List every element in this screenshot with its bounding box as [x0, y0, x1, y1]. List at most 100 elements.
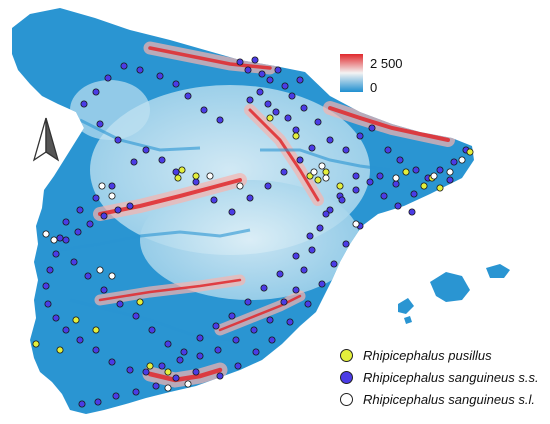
- legend-item-pusillus: Rhipicephalus pusillus: [340, 344, 539, 366]
- sanguineus-sl-point: [352, 220, 360, 228]
- sanguineus-ss-point: [148, 326, 156, 334]
- sanguineus-ss-point: [266, 316, 274, 324]
- sanguineus-sl-point: [98, 182, 106, 190]
- pusillus-point: [164, 368, 172, 376]
- sanguineus-sl-point: [430, 172, 438, 180]
- sanguineus-ss-point: [126, 202, 134, 210]
- sanguineus-ss-point: [410, 190, 418, 198]
- sanguineus-ss-point: [308, 144, 316, 152]
- sanguineus-ss-point: [172, 168, 180, 176]
- sanguineus-ss-point: [100, 286, 108, 294]
- sanguineus-ss-point: [172, 80, 180, 88]
- sanguineus-ss-point: [236, 58, 244, 66]
- sanguineus-ss-point: [326, 136, 334, 144]
- sierra-morena-ridge: [98, 278, 242, 302]
- sanguineus-ss-point: [304, 300, 312, 308]
- sanguineus-ss-point: [70, 258, 78, 266]
- sanguineus-ss-point: [42, 282, 50, 290]
- formentera: [404, 316, 412, 324]
- cantabrian-ridge: [148, 46, 272, 70]
- sanguineus-ss-point: [260, 284, 268, 292]
- sanguineus-ss-point: [281, 82, 289, 90]
- sanguineus-ss-point: [252, 348, 260, 356]
- sanguineus-ss-point: [412, 166, 420, 174]
- sanguineus-ss-point: [114, 206, 122, 214]
- sanguineus-ss-point: [104, 74, 112, 82]
- sanguineus-ss-point: [330, 260, 338, 268]
- sanguineus-ss-point: [196, 334, 204, 342]
- sanguineus-sl-point: [392, 174, 400, 182]
- pusillus-marker: [340, 348, 353, 362]
- betic-ridge: [218, 294, 302, 332]
- sanguineus-ss-point: [172, 374, 180, 382]
- sanguineus-ss-point: [108, 358, 116, 366]
- sanguineus-ss-point: [44, 300, 52, 308]
- sanguineus-sl-point: [184, 380, 192, 388]
- sanguineus-ss-point: [446, 176, 454, 184]
- sanguineus-ss-point: [306, 232, 314, 240]
- sanguineus-ss-point: [292, 286, 300, 294]
- sanguineus-ss-point: [352, 186, 360, 194]
- sanguineus-ss-point: [216, 116, 224, 124]
- sanguineus-ss-point: [212, 322, 220, 330]
- pusillus-point: [174, 174, 182, 182]
- balearic-islands: [398, 264, 510, 324]
- sanguineus-ss-point: [228, 208, 236, 216]
- sanguineus-ss-point: [62, 236, 70, 244]
- sanguineus-ss-point: [380, 192, 388, 200]
- sanguineus-ss-point: [52, 314, 60, 322]
- sanguineus-ss-point: [52, 250, 60, 258]
- river-valley: [59, 228, 251, 252]
- sanguineus-sl-point: [318, 162, 326, 170]
- tick-records: [32, 56, 474, 408]
- menorca: [486, 264, 510, 278]
- sanguineus-ss-point: [284, 114, 292, 122]
- sanguineus-ss-point: [392, 180, 400, 188]
- sanguineus-sl-point: [164, 384, 172, 392]
- sanguineus-ss-point: [450, 158, 458, 166]
- pusillus-point: [92, 326, 100, 334]
- sanguineus-ss-point: [246, 194, 254, 202]
- sanguineus-ss-point: [196, 352, 204, 360]
- sanguineus-ss-point: [156, 72, 164, 80]
- sanguineus-sl-point: [96, 266, 104, 274]
- sanguineus-ss-point: [108, 182, 116, 190]
- sanguineus-ss-point: [366, 178, 374, 186]
- legend-label: Rhipicephalus sanguineus s.s.: [363, 369, 539, 385]
- pusillus-point: [178, 166, 186, 174]
- sanguineus-ss-point: [116, 300, 124, 308]
- sanguineus-ss-point: [164, 340, 172, 348]
- sanguineus-ss-point: [142, 368, 150, 376]
- sanguineus-ss-point: [100, 212, 108, 220]
- sanguineus-ss-point: [258, 70, 266, 78]
- sanguineus-ss-point: [114, 136, 122, 144]
- sanguineus-ss-point: [192, 368, 200, 376]
- pyrenees-ridge: [328, 106, 450, 142]
- terrain-relief: [59, 41, 455, 388]
- pusillus-point: [32, 340, 40, 348]
- sanguineus-ss-point: [256, 88, 264, 96]
- sanguineus-ss-point: [232, 336, 240, 344]
- sanguineus-ss-point: [130, 158, 138, 166]
- sanguineus-ss-point: [216, 372, 224, 380]
- sanguineus-ss-point: [394, 202, 402, 210]
- sanguineus-sl-point: [50, 236, 58, 244]
- pusillus-point: [314, 176, 322, 184]
- sanguineus-ss-point: [356, 132, 364, 140]
- sanguineus-ss-point: [234, 362, 242, 370]
- sanguineus-ss-point: [338, 196, 346, 204]
- sanguineus-ss-point: [288, 92, 296, 100]
- sanguineus-ss-point: [300, 104, 308, 112]
- pusillus-point: [336, 182, 344, 190]
- sanguineus-ss-point: [342, 240, 350, 248]
- sanguineus-ss-point: [244, 66, 252, 74]
- pusillus-point: [72, 316, 80, 324]
- ibiza: [398, 298, 414, 314]
- north-arrow-icon: [32, 117, 60, 162]
- northwest-highland: [70, 80, 150, 140]
- sanguineus-ss-point: [76, 336, 84, 344]
- sanguineus-ss-point: [272, 108, 280, 116]
- sanguineus-sl-point: [236, 182, 244, 190]
- sanguineus-ss-point: [92, 346, 100, 354]
